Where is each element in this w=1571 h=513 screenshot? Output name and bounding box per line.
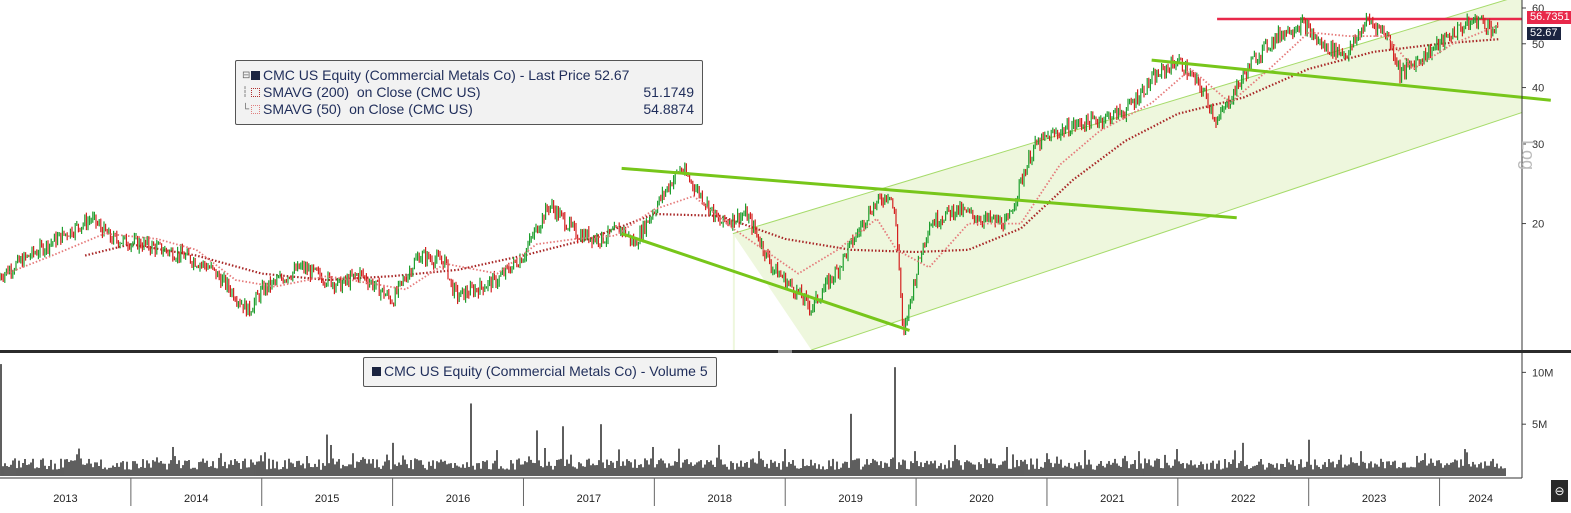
volume-axis: 5M 10M	[1522, 367, 1553, 431]
legend-row-sma50: └ SMAVG (50) on Close (CMC US) 54.8874	[242, 101, 694, 118]
trendline	[1151, 58, 1551, 102]
sma50-line	[6, 24, 1499, 291]
trendline	[621, 166, 1237, 220]
time-axis: 2013 2014 2015 2016 2017 2018 2019 2020 2021 2022…	[0, 477, 1522, 506]
panel-frames	[0, 0, 1571, 478]
year-label: 2015	[315, 493, 339, 505]
collapse-icon[interactable]: ⊟	[242, 70, 251, 81]
volume-legend[interactable]: CMC US Equity (Commercial Metals Co) - V…	[363, 357, 717, 387]
zoom-icon[interactable]: ⊖	[1551, 480, 1568, 502]
volume-tick-label: 10M	[1532, 367, 1553, 379]
volume-tick-label: 5M	[1532, 419, 1547, 431]
legend-row-price: ⊟ CMC US Equity (Commercial Metals Co) -…	[242, 67, 694, 84]
legend-sma50-text: SMAVG (50) on Close (CMC US)	[263, 101, 473, 117]
sma200-swatch-icon	[251, 88, 260, 97]
channel-fill	[732, 0, 1522, 350]
panel-divider-grip	[778, 350, 792, 353]
year-label: 2018	[708, 493, 732, 505]
log-scale-label: Log	[1518, 140, 1538, 171]
legend-volume-text: CMC US Equity (Commercial Metals Co) - V…	[384, 363, 708, 379]
price-tick-label: 20	[1532, 219, 1544, 231]
year-label: 2023	[1362, 493, 1386, 505]
channel-lower-line	[811, 111, 1522, 350]
year-label: 2021	[1100, 493, 1124, 505]
year-label: 2014	[184, 493, 208, 505]
volume-swatch-icon	[372, 367, 381, 376]
price-tick-label: 50	[1532, 39, 1544, 51]
channel-left-edge	[732, 233, 735, 350]
year-label: 2013	[53, 493, 77, 505]
volume-bars	[0, 364, 1506, 476]
last-price-badge: 52.67	[1527, 27, 1561, 40]
resistance-level-badge: 56.7351	[1527, 11, 1571, 24]
regression-channel	[732, 0, 1522, 350]
year-label: 2022	[1231, 493, 1255, 505]
price-tick-label: 40	[1532, 83, 1544, 95]
legend-price-text: CMC US Equity (Commercial Metals Co) - L…	[263, 67, 630, 83]
price-tick-label: 30	[1532, 139, 1544, 151]
legend-sma200-text: SMAVG (200) on Close (CMC US)	[263, 84, 481, 100]
price-swatch-icon	[251, 71, 260, 80]
year-label: 2024	[1469, 493, 1493, 505]
trendline	[621, 232, 911, 332]
tree-branch-icon: └	[242, 104, 250, 115]
channel-upper-line	[732, 0, 1508, 235]
legend-sma50-value: 54.8874	[643, 101, 694, 117]
year-label: 2019	[838, 493, 862, 505]
year-label: 2017	[577, 493, 601, 505]
sma50-series	[6, 24, 1499, 291]
sma50-swatch-icon	[251, 105, 260, 114]
tree-branch-icon: ┆	[242, 87, 249, 98]
legend-sma200-value: 51.1749	[643, 84, 694, 100]
price-legend[interactable]: ⊟ CMC US Equity (Commercial Metals Co) -…	[235, 60, 703, 125]
legend-row-sma200: ┆ SMAVG (200) on Close (CMC US) 51.1749	[242, 84, 694, 101]
year-label: 2020	[969, 493, 993, 505]
legend-row-volume: CMC US Equity (Commercial Metals Co) - V…	[372, 363, 708, 380]
trendlines	[621, 58, 1551, 332]
year-label: 2016	[446, 493, 470, 505]
price-series	[0, 12, 1499, 336]
